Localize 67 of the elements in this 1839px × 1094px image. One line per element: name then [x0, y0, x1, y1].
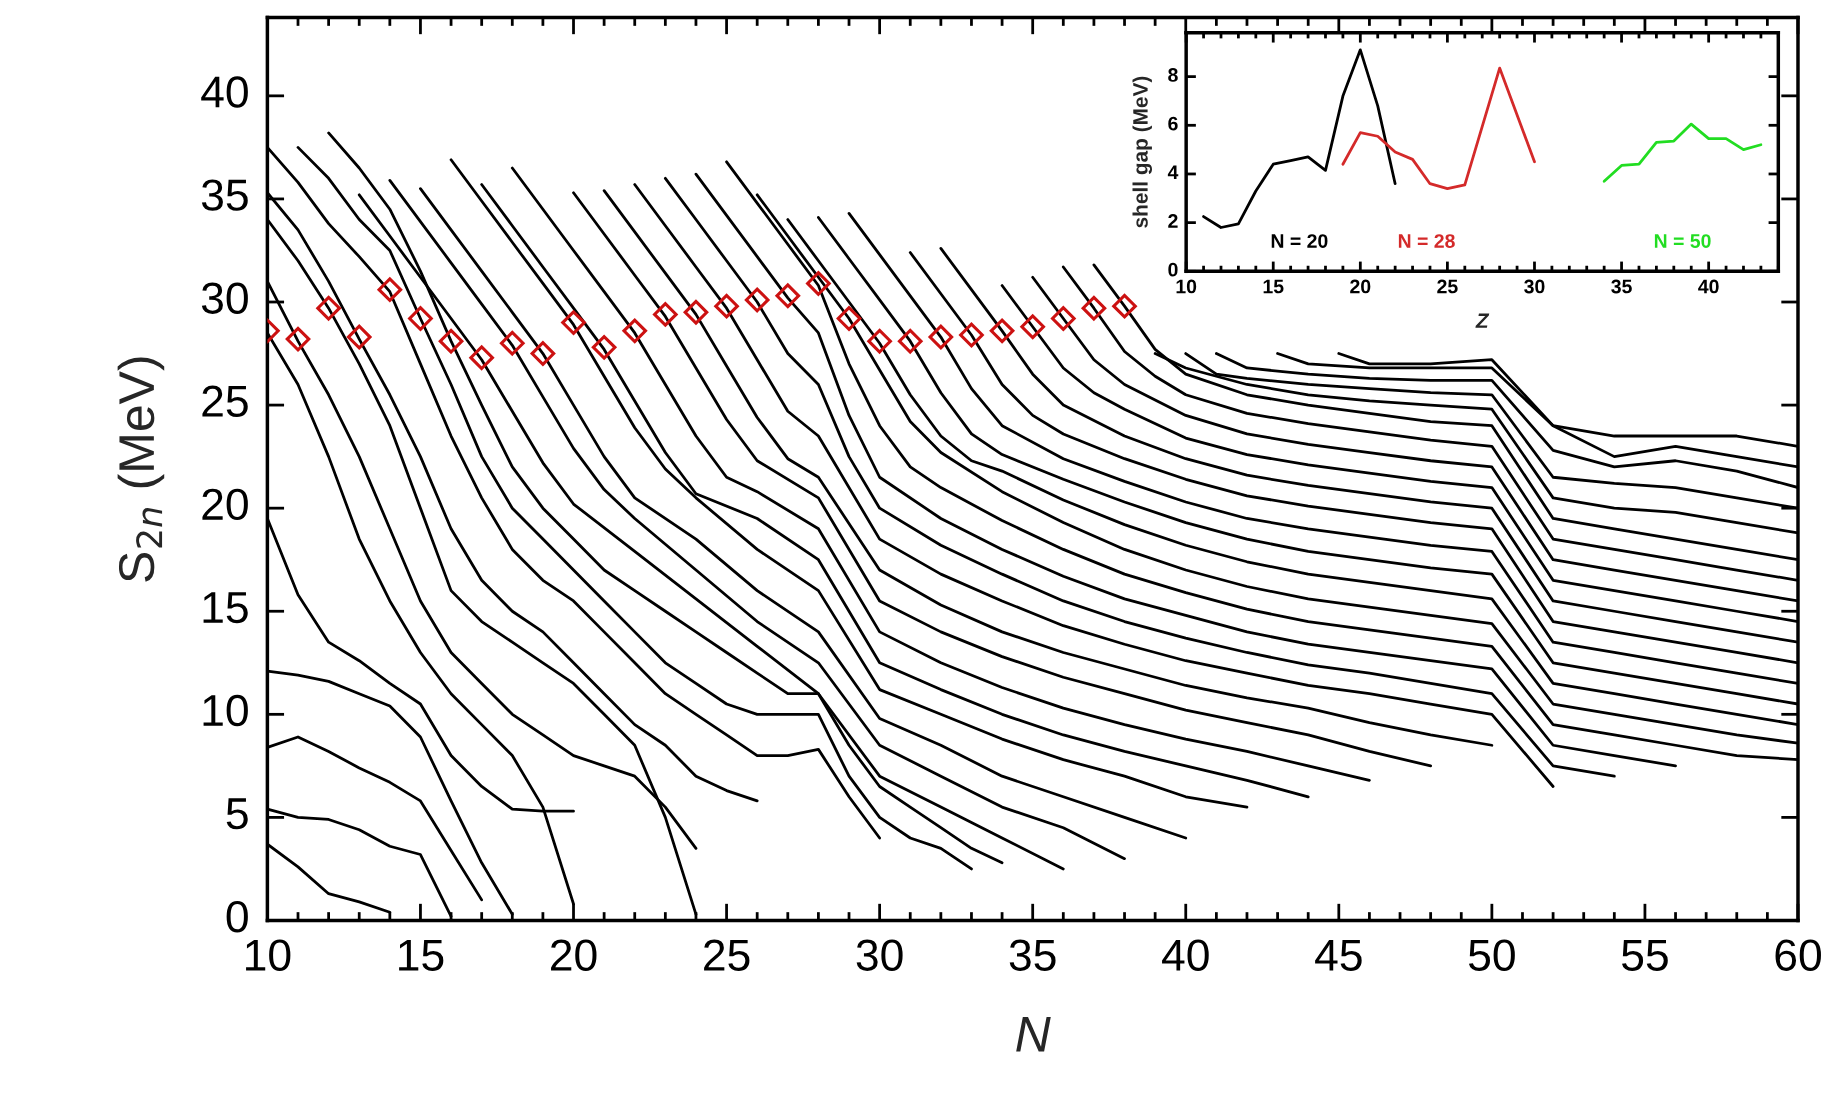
x-tick-label: 60: [1775, 939, 1821, 971]
y-tick-label: 35: [201, 179, 248, 211]
y-axis-title: S$_{2n}$ (MeV): [117, 357, 165, 582]
y-tick-label: 5: [226, 798, 248, 830]
x-tick-label: 45: [1315, 939, 1362, 971]
x-tick-label: 15: [399, 939, 444, 971]
point: [530, 341, 556, 366]
y-tick-label: 40: [201, 76, 248, 108]
x-tick-label: 35: [1009, 939, 1056, 971]
point: [897, 328, 923, 354]
point: [1050, 306, 1076, 331]
x-tick-label: 50: [1468, 939, 1515, 971]
y-tick-label: 0: [226, 900, 248, 933]
x-axis-title: N: [1016, 1017, 1051, 1052]
x-tick-label: 10: [246, 939, 291, 971]
line-series: [1341, 66, 1536, 190]
point: [1020, 314, 1046, 340]
y-tick-label: 4: [1167, 165, 1179, 179]
x-tick-label: 30: [1524, 279, 1545, 294]
y-tick-label: 15: [203, 592, 248, 624]
point: [959, 322, 984, 348]
line-series: [1602, 122, 1763, 183]
point: [561, 310, 586, 335]
point: [775, 283, 801, 309]
point: [346, 324, 372, 350]
point: [438, 328, 464, 354]
x-tick-label: 30: [856, 939, 903, 971]
y-tick-label: 8: [1168, 68, 1178, 82]
x-tick-label: 35: [1611, 279, 1632, 294]
point: [989, 318, 1015, 344]
x-tick-label: 40: [1698, 279, 1719, 294]
point: [1112, 293, 1137, 319]
point: [408, 306, 433, 331]
point: [622, 318, 648, 344]
x-tick-label: 20: [1350, 279, 1371, 294]
point: [928, 324, 954, 350]
y-tick-label: 2: [1168, 214, 1178, 228]
point: [499, 330, 525, 356]
series-label: N = 20: [1271, 234, 1328, 248]
x-tick-label: 25: [1437, 279, 1458, 294]
text: N = 50: [1654, 234, 1711, 248]
point: [867, 328, 892, 354]
x-tick-label: 20: [551, 939, 597, 971]
x-tick-label: 25: [704, 939, 750, 971]
text: N = 28: [1398, 234, 1455, 248]
x-axis-title: Z: [1475, 313, 1490, 328]
point: [1081, 295, 1107, 321]
point: [836, 306, 862, 331]
line-series: [1202, 48, 1397, 229]
point: [653, 302, 678, 327]
point: [806, 271, 831, 296]
point: [683, 299, 709, 325]
y-axis-title: shell gap (MeV): [1132, 76, 1153, 228]
x-tick-label: 15: [1263, 279, 1284, 294]
y-tick-label: 20: [202, 488, 248, 521]
point: [714, 293, 739, 319]
y-tick-label: 25: [202, 385, 248, 418]
y-tick-label: 0: [1168, 262, 1178, 277]
y-tick-label: 6: [1168, 116, 1178, 131]
y-tick-label: 10: [203, 694, 248, 727]
point: [591, 335, 617, 360]
point: [744, 287, 770, 313]
x-tick-label: 55: [1621, 939, 1668, 971]
point: [469, 345, 495, 370]
point: [377, 277, 403, 302]
point: [316, 295, 341, 321]
point: [285, 326, 311, 352]
